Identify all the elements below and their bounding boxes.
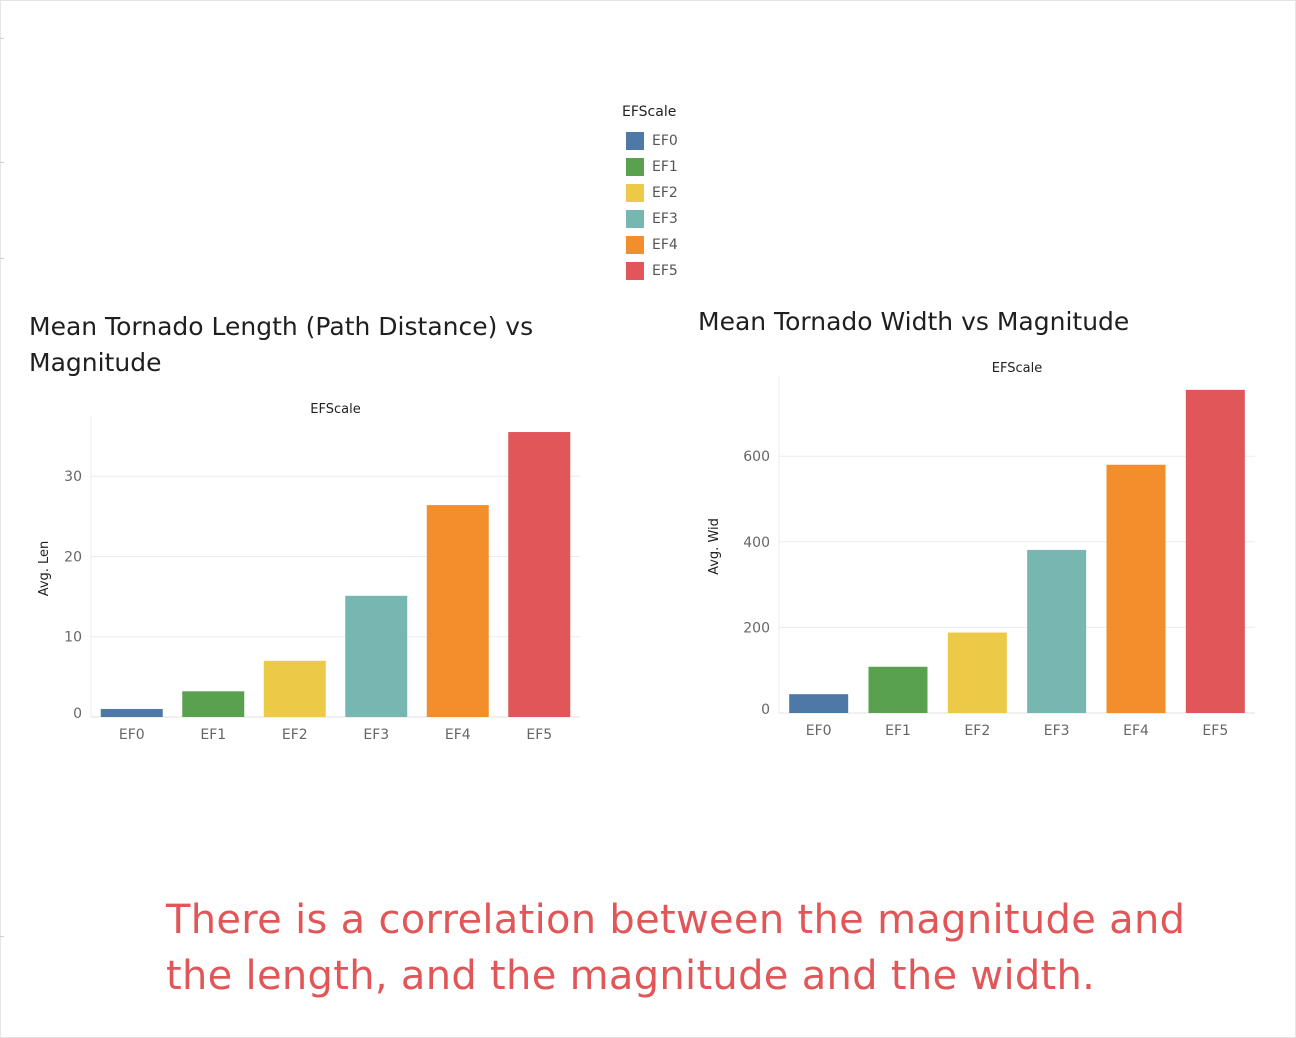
x-tick-label: EF2 [964, 723, 990, 739]
x-tick-label: EF3 [1044, 723, 1070, 739]
legend-swatch [626, 158, 644, 176]
legend-item-ef5[interactable]: EF5 [622, 258, 678, 284]
legend-swatch [626, 184, 644, 202]
y-tick-label: 0 [761, 702, 770, 718]
bar-ef5[interactable] [508, 432, 571, 717]
legend-label: EF5 [652, 263, 678, 279]
edge-tick [0, 38, 4, 39]
x-tick-label: EF1 [200, 727, 226, 743]
bar-ef4[interactable] [1106, 464, 1166, 713]
legend-item-ef4[interactable]: EF4 [622, 232, 678, 258]
edge-tick [0, 936, 4, 937]
x-tick-label: EF5 [526, 727, 552, 743]
x-tick-label: EF3 [363, 727, 389, 743]
x-tick-label: EF5 [1202, 723, 1228, 739]
bar-ef1[interactable] [182, 691, 245, 717]
y-axis-title: Avg. Wid [707, 518, 722, 575]
y-tick-label: 0 [73, 706, 82, 722]
column-header: EFScale [310, 402, 360, 417]
x-tick-label: EF0 [119, 727, 145, 743]
y-tick-label: 30 [64, 469, 82, 485]
bar-ef0[interactable] [100, 708, 163, 717]
efscale-legend: EFScale EF0 EF1 EF2 EF3 EF4 EF5 [622, 104, 678, 284]
column-header: EFScale [992, 361, 1042, 376]
y-tick-label: 20 [64, 549, 82, 565]
bar-ef0[interactable] [789, 694, 849, 713]
edge-tick [0, 258, 4, 259]
length-bar-chart: EFScale 0 10 20 30 Avg. Len EF0 EF1 EF2 EF3 EF4 EF5 [37, 402, 580, 743]
bar-ef5[interactable] [1185, 389, 1245, 713]
legend-label: EF2 [652, 185, 678, 201]
x-tick-label: EF4 [1123, 723, 1149, 739]
bar-ef2[interactable] [263, 660, 326, 717]
y-tick-label: 600 [743, 449, 770, 465]
edge-tick [0, 162, 4, 163]
y-tick-label: 400 [743, 535, 770, 551]
legend-item-ef0[interactable]: EF0 [622, 128, 678, 154]
conclusion-text: There is a correlation between the magni… [166, 897, 1186, 999]
width-bar-chart: EFScale 0 200 400 600 Avg. Wid EF0 EF1 EF2 EF3 EF4… [707, 361, 1255, 739]
legend-item-ef3[interactable]: EF3 [622, 206, 678, 232]
bar-ef2[interactable] [947, 632, 1007, 713]
bar-ef4[interactable] [426, 505, 489, 717]
legend-label: EF4 [652, 237, 678, 253]
legend-item-ef2[interactable]: EF2 [622, 180, 678, 206]
legend-swatch [626, 236, 644, 254]
y-tick-label: 10 [64, 630, 82, 646]
legend-item-ef1[interactable]: EF1 [622, 154, 678, 180]
x-tick-label: EF0 [806, 723, 832, 739]
x-tick-label: EF2 [282, 727, 308, 743]
legend-swatch [626, 262, 644, 280]
y-axis-title: Avg. Len [37, 541, 52, 597]
legend-swatch [626, 210, 644, 228]
legend-label: EF1 [652, 159, 678, 175]
x-tick-label: EF4 [445, 727, 471, 743]
legend-title: EFScale [622, 104, 677, 120]
x-tick-label: EF1 [885, 723, 911, 739]
bar-ef3[interactable] [1027, 549, 1087, 713]
legend-label: EF0 [652, 133, 678, 149]
width-chart-title: Mean Tornado Width vs Magnitude [698, 307, 1130, 336]
length-chart-title: Mean Tornado Length (Path Distance) vs M… [29, 312, 534, 377]
bar-ef1[interactable] [868, 666, 928, 713]
bar-ef3[interactable] [345, 595, 408, 717]
legend-items: EF0 EF1 EF2 EF3 EF4 EF5 [622, 128, 678, 284]
legend-label: EF3 [652, 211, 678, 227]
legend-swatch [626, 132, 644, 150]
y-tick-label: 200 [743, 620, 770, 636]
